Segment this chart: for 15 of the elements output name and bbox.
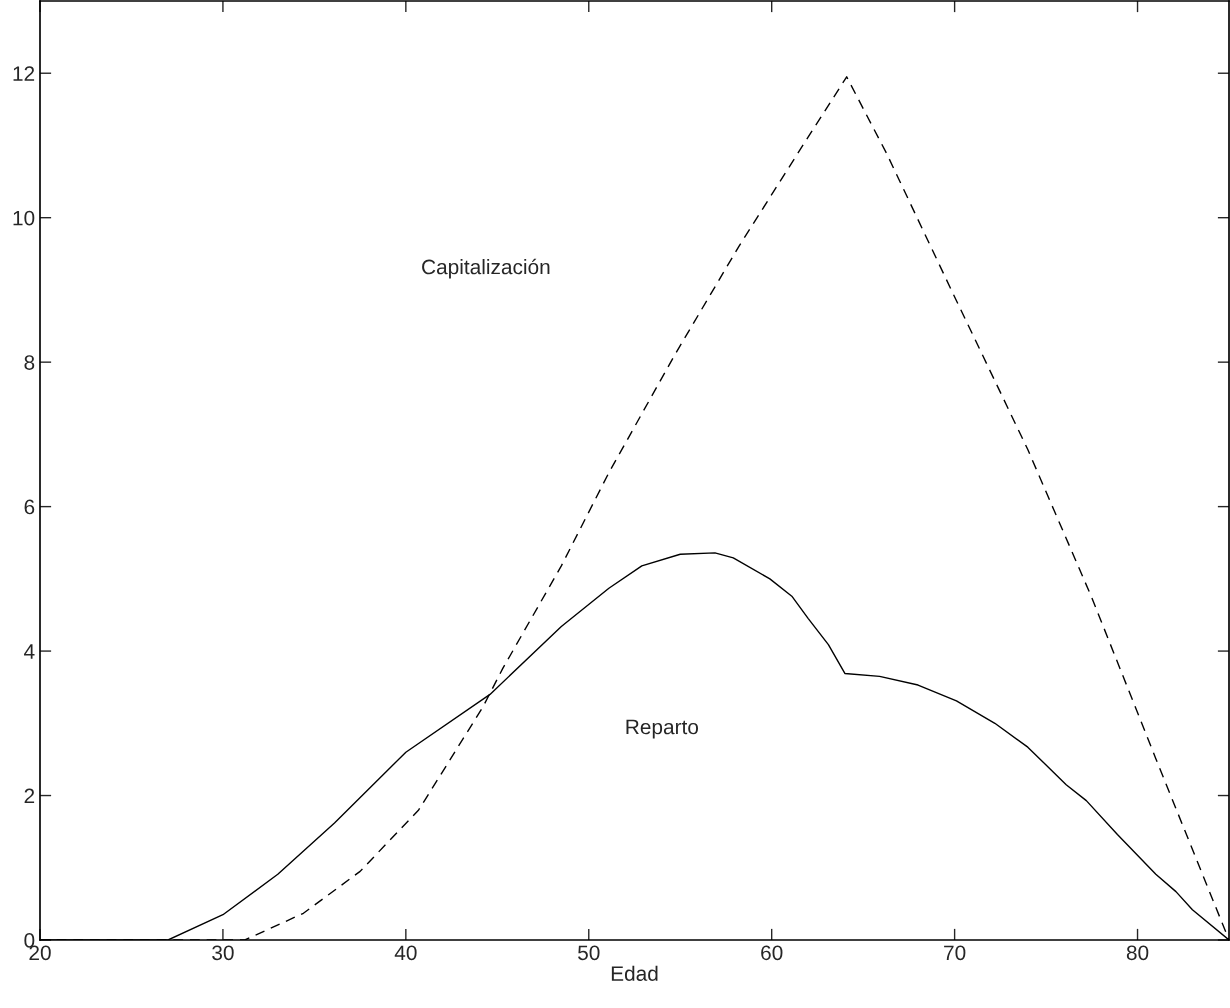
- x-tick-label: 40: [394, 945, 417, 961]
- x-axis-title: Edad: [611, 965, 658, 981]
- x-tick-label: 50: [578, 945, 600, 961]
- x-tick-label: 80: [1126, 945, 1149, 961]
- annotation: Capitalización: [422, 258, 550, 279]
- y-tick-label: 4: [24, 644, 35, 659]
- y-tick-label: 2: [24, 788, 35, 804]
- y-tick-label: 6: [24, 499, 35, 515]
- x-tick-label: 60: [761, 945, 783, 961]
- annotation: Reparto: [626, 719, 699, 739]
- y-tick-label: 10: [13, 210, 35, 226]
- y-tick-label: 8: [24, 355, 35, 370]
- x-tick-label: 30: [212, 945, 234, 961]
- y-tick-label: 12: [13, 66, 35, 81]
- x-tick-label: 70: [944, 945, 966, 961]
